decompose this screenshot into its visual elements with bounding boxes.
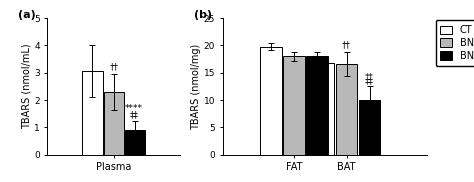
Text: ‡‡: ‡‡ bbox=[129, 110, 138, 119]
Legend: CT, BN5, BN10: CT, BN5, BN10 bbox=[436, 20, 474, 66]
Bar bbox=[104, 92, 124, 155]
Text: ††: †† bbox=[109, 62, 118, 71]
Text: (b): (b) bbox=[194, 10, 212, 20]
Bar bbox=[312, 63, 334, 155]
Bar bbox=[82, 71, 102, 155]
Bar bbox=[125, 130, 145, 155]
Text: **: ** bbox=[365, 73, 374, 82]
Bar bbox=[283, 56, 305, 155]
Text: ‡‡: ‡‡ bbox=[365, 76, 374, 85]
Bar bbox=[307, 56, 328, 155]
Text: ****: **** bbox=[125, 104, 143, 113]
Y-axis label: TBARS (nmol/mL): TBARS (nmol/mL) bbox=[21, 44, 31, 129]
Text: ††: †† bbox=[342, 40, 351, 49]
Bar bbox=[260, 47, 282, 155]
Bar bbox=[359, 100, 381, 155]
Y-axis label: TBARS (nmol/mg): TBARS (nmol/mg) bbox=[191, 43, 201, 130]
Bar bbox=[336, 64, 357, 155]
Text: (a): (a) bbox=[18, 10, 36, 20]
